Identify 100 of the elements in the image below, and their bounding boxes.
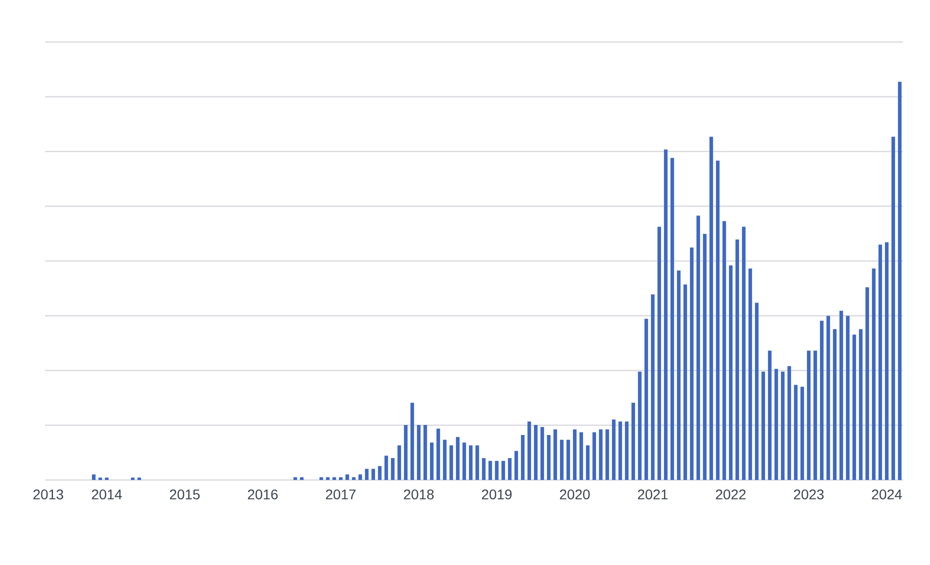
bar	[644, 318, 648, 480]
bar	[540, 427, 544, 480]
bar	[754, 302, 759, 480]
x-tick-label: 2023	[794, 489, 824, 500]
bar	[650, 294, 655, 480]
bar	[780, 372, 785, 480]
bar	[605, 429, 610, 480]
bar	[787, 366, 792, 480]
x-tick-label: 2021	[638, 489, 668, 500]
bar	[352, 477, 356, 480]
bar	[572, 429, 577, 480]
bar	[390, 458, 395, 480]
bar	[475, 445, 480, 480]
bar	[534, 425, 538, 480]
bar	[371, 468, 376, 480]
bar	[560, 440, 564, 480]
bar	[832, 329, 837, 480]
bar	[884, 242, 889, 480]
bar	[456, 436, 460, 480]
bar	[482, 458, 486, 480]
x-tick-label: 2018	[404, 489, 434, 500]
bar	[566, 440, 570, 480]
x-tick-label: 2014	[92, 489, 122, 500]
bar	[618, 421, 622, 480]
bar	[410, 402, 414, 480]
bar	[794, 384, 798, 480]
bar	[722, 221, 726, 480]
bar	[404, 425, 408, 480]
bar	[898, 82, 902, 480]
bar	[378, 466, 382, 480]
bar	[488, 460, 492, 480]
x-tick-label: 2016	[248, 489, 278, 500]
x-tick-label: 2017	[326, 489, 356, 500]
bar	[612, 419, 616, 480]
x-tick-label: 2013	[33, 489, 64, 500]
bar	[657, 226, 662, 480]
bar	[878, 244, 882, 480]
bar	[748, 268, 752, 480]
bar	[586, 445, 590, 480]
bar	[624, 421, 629, 480]
bar	[293, 477, 298, 480]
bar	[468, 445, 473, 480]
bar	[872, 268, 876, 480]
bar	[670, 158, 674, 480]
bar	[514, 450, 518, 480]
bar	[826, 316, 830, 480]
bar	[449, 445, 454, 480]
bar	[423, 425, 428, 480]
bar	[806, 350, 811, 480]
bar	[735, 239, 740, 480]
bar	[716, 160, 720, 480]
bar	[332, 477, 336, 480]
bar	[527, 421, 532, 480]
bar	[436, 428, 440, 480]
bar	[508, 458, 512, 480]
bar	[553, 429, 558, 480]
x-tick-label: 2022	[716, 489, 746, 500]
bar	[631, 402, 636, 480]
bar	[774, 368, 778, 480]
bar	[319, 477, 324, 480]
bar	[891, 136, 896, 480]
bar	[300, 477, 304, 480]
bar	[598, 429, 603, 480]
bar	[579, 432, 584, 480]
bar	[397, 445, 402, 480]
x-tick-label: 2015	[170, 489, 200, 500]
bar	[442, 440, 447, 480]
bar	[546, 434, 551, 480]
bar	[664, 149, 668, 480]
bar	[416, 425, 421, 480]
bar	[384, 456, 388, 480]
bar	[768, 350, 772, 480]
bar	[839, 310, 844, 480]
bar	[364, 468, 369, 480]
bar	[728, 265, 733, 480]
bar	[345, 474, 350, 480]
bar	[696, 216, 700, 480]
bar	[709, 136, 714, 480]
bar	[676, 270, 681, 480]
bar	[846, 316, 850, 480]
bar	[742, 226, 746, 480]
bar	[800, 386, 804, 480]
x-tick-label: 2024	[872, 489, 902, 500]
bar	[858, 329, 863, 480]
x-tick-label: 2019	[482, 489, 512, 500]
bar	[690, 247, 694, 480]
bar	[820, 320, 824, 480]
bar	[358, 474, 362, 480]
bar	[92, 474, 96, 480]
bar	[638, 372, 642, 480]
x-tick-label: 2020	[560, 489, 590, 500]
bar	[430, 442, 434, 480]
bar	[852, 334, 856, 480]
bar	[520, 434, 525, 480]
bar	[501, 460, 506, 480]
bar	[761, 372, 766, 480]
bar	[462, 442, 466, 480]
bar	[494, 460, 499, 480]
bar	[338, 477, 343, 480]
bar	[326, 477, 330, 480]
